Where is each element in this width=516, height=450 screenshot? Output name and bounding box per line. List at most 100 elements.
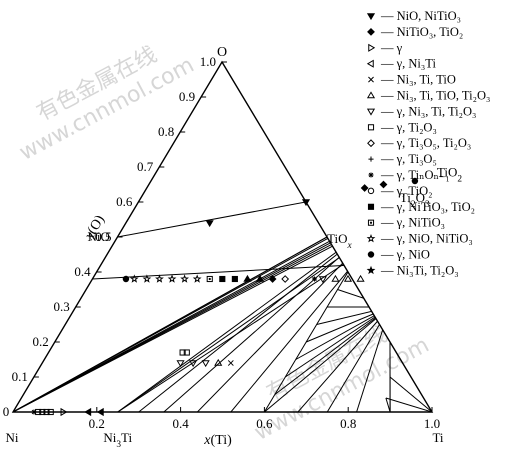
triangle-axes: [11, 60, 434, 413]
compound-labels: NiO TiO2 Ti2O3 TiOx Ni3Ti: [88, 165, 463, 450]
x-axis-title: x(Ti): [203, 433, 232, 448]
phase-boundary-line: [385, 397, 391, 412]
y-tick-label: 0.8: [158, 124, 174, 139]
legend-marker-square-dot: [367, 219, 375, 226]
data-point-triangle-left-filled: [96, 407, 104, 417]
legend-entry-label: — γ, Ti₂O₃: [380, 120, 437, 134]
corner-label-ti: Ti: [432, 430, 443, 445]
phase-boundary-line: [285, 306, 391, 378]
x-tick-label: 0.8: [340, 416, 356, 431]
data-point-square-filled: [219, 275, 226, 283]
data-point-circle-filled: [122, 275, 130, 283]
y-tick-label: 0.6: [116, 194, 133, 209]
y-tick-label: 0.4: [74, 264, 91, 279]
corner-label-o: O: [217, 45, 227, 60]
data-point-triangle-up-open: [343, 274, 353, 282]
y-tick-label: 0.7: [137, 159, 154, 174]
data-point-triangle-right-open: [60, 407, 68, 417]
corner-label-ni: Ni: [6, 430, 19, 445]
phase-boundary-line: [117, 254, 359, 412]
compound-label: Ni3Ti: [103, 430, 132, 450]
legend-marker-circle-filled: [367, 251, 375, 258]
data-point-square-open: [43, 408, 50, 416]
legend-marker-square-filled: [367, 203, 375, 210]
axis-labels: x(O) x(Ti) 0 Ni Ti O 0.2 0.4 0.6 0.8 1.00.10…: [3, 45, 444, 448]
legend: — NiO, NiTiO₃ — NiTiO₃, TiO₂ — γ — γ, Ni₃Ti…: [366, 9, 490, 277]
legend-marker-diamond-filled: [367, 27, 375, 36]
data-point-square-dot: [206, 275, 213, 283]
data-point-square-open: [183, 349, 190, 356]
y-tick-label: 0.3: [53, 299, 69, 314]
x-tick-label: 1.0: [424, 416, 440, 431]
legend-entry-label: — γ, NiTiO₃: [380, 216, 445, 230]
phase-boundary-line: [92, 264, 353, 280]
legend-entry-label: — γ, NiTiO₃, TiO₂: [380, 200, 475, 214]
phase-boundary-line: [389, 376, 432, 412]
phase-boundary-line: [297, 306, 391, 412]
legend-marker-triangle-left-open: [366, 59, 374, 68]
data-point-square-open: [47, 408, 54, 416]
data-point-star-open: [180, 274, 189, 283]
data-point-triangle-up-open: [356, 274, 365, 282]
legend-entry-label: — γ, NiO, NiTiO₃: [380, 232, 473, 246]
data-point-square-open: [35, 408, 42, 416]
data-point-triangle-down-open: [189, 360, 198, 368]
legend-marker-star-filled: [366, 265, 376, 275]
data-point-diamond-filled: [268, 275, 277, 283]
legend-marker-triangle-right-open: [368, 43, 376, 52]
data-point-square-filled: [231, 275, 238, 283]
legend-marker-cross: [368, 76, 374, 83]
legend-entry-label: — γ: [380, 41, 403, 55]
legend-marker-plus: [368, 156, 374, 162]
data-points: [31, 177, 419, 417]
compound-label: TiO2: [437, 165, 462, 185]
data-point-cross: [227, 360, 234, 366]
legend-entry-label: — γ, TiO₂: [380, 184, 432, 198]
data-point-triangle-down-filled: [301, 199, 311, 207]
data-point-diamond-filled: [360, 184, 369, 192]
legend-entry-label: — γ, Ti₃O₅, Ti₂O₃: [380, 136, 471, 150]
y-tick-label: 1.0: [200, 54, 216, 69]
data-point-star-open: [167, 274, 177, 283]
data-point-triangle-down-filled: [205, 220, 214, 228]
data-point-asterisk: [31, 409, 37, 415]
compound-label: Ti2O3: [400, 190, 430, 210]
legend-entry-label: — γ, Ti₃O₅: [380, 152, 437, 166]
legend-entry-label: — γ, NiO: [380, 248, 430, 262]
legend-entry-label: — NiO, NiTiO₃: [380, 9, 461, 23]
data-point-square-open: [39, 408, 46, 416]
data-point-triangle-up-filled: [243, 274, 252, 282]
legend-marker-diamond-open: [367, 139, 375, 148]
data-point-triangle-down-open: [176, 360, 185, 368]
legend-marker-triangle-down-filled: [366, 13, 376, 21]
data-point-triangle-down-open: [201, 360, 210, 368]
legend-marker-star-open: [366, 233, 376, 243]
data-point-star-open: [155, 274, 164, 283]
data-point-diamond-filled: [379, 180, 388, 189]
data-point-triangle-up-open: [331, 274, 340, 282]
legend-marker-triangle-up-open: [366, 91, 376, 99]
data-point-star-open: [129, 274, 139, 283]
y-tick-label: 0.9: [179, 89, 195, 104]
phase-boundary-line: [13, 222, 378, 412]
origin-label: 0: [3, 404, 10, 419]
legend-entry-label: — Ni₃, Ti, TiO: [380, 73, 456, 87]
data-point-triangle-up-open: [214, 358, 223, 366]
legend-entry-label: — NiTiO₃, TiO₂: [380, 25, 463, 39]
phase-boundary-line: [117, 236, 370, 412]
data-point-triangle-left-filled: [84, 407, 92, 417]
y-tick-label: 0.2: [33, 334, 49, 349]
x-tick-label: 0.6: [256, 416, 273, 431]
data-point-circle-filled: [411, 177, 419, 185]
legend-marker-triangle-down-open: [366, 108, 376, 116]
legend-marker-circle-open: [367, 187, 375, 195]
data-point-square-open: [179, 349, 186, 356]
legend-marker-square-open: [367, 124, 375, 131]
legend-entry-label: — γ, Ni₃Ti: [380, 57, 436, 71]
legend-entry-label: — Ni₃, Ti, TiO, Ti₂O₃: [380, 89, 490, 103]
data-point-triangle-down-open: [318, 276, 327, 284]
y-tick-label: 0.5: [95, 229, 111, 244]
data-point-asterisk: [311, 276, 318, 282]
legend-entry-label: — γ, Ni₃, Ti, Ti₂O₃: [380, 104, 476, 118]
